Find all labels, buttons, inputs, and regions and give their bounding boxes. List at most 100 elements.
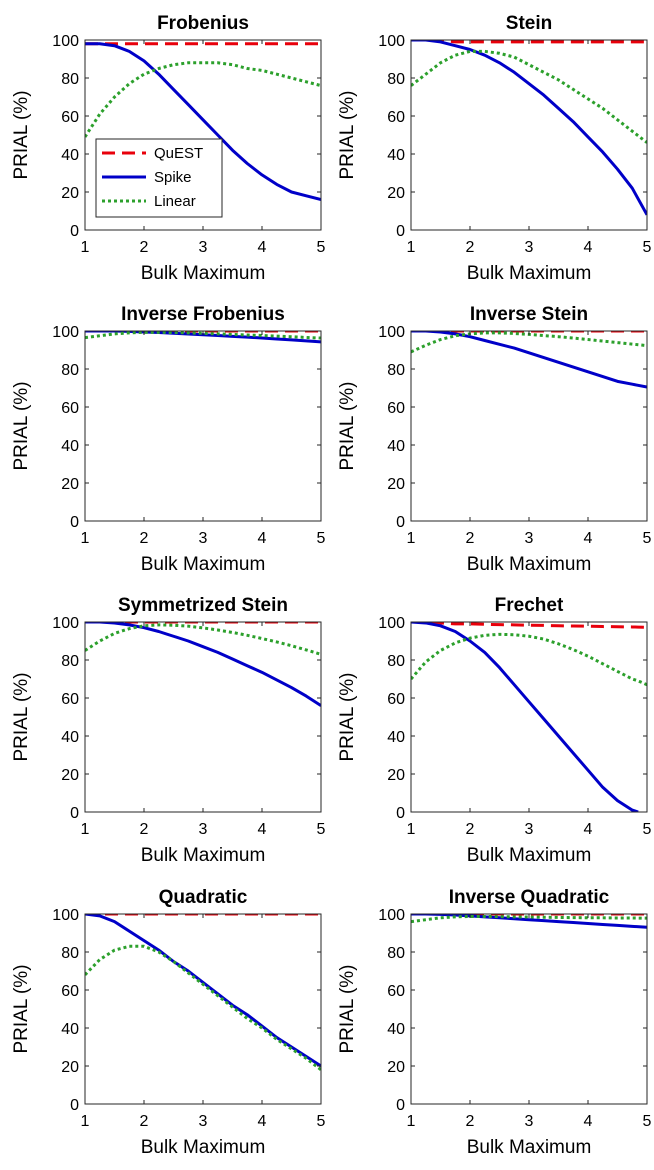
y-tick-label: 40 (387, 1021, 405, 1038)
y-tick-label: 40 (61, 438, 79, 455)
x-tick-label: 3 (199, 239, 208, 256)
y-tick-label: 20 (387, 1059, 405, 1076)
chart-title: Inverse Stein (470, 304, 588, 325)
x-axis-label: Bulk Maximum (467, 845, 592, 866)
y-tick-label: 100 (52, 33, 79, 50)
axes-box (84, 621, 322, 813)
chart-title: Inverse Frobenius (121, 304, 285, 325)
x-tick-label: 4 (584, 821, 593, 838)
x-tick-label: 3 (525, 1113, 534, 1130)
x-tick-label: 4 (258, 821, 267, 838)
series-line-quest (411, 622, 647, 629)
x-tick-label: 2 (466, 530, 475, 547)
legend-label-spike: Spike (154, 169, 192, 186)
x-tick-label: 2 (140, 1113, 149, 1130)
y-tick-label: 100 (378, 907, 405, 924)
y-tick-label: 20 (61, 476, 79, 493)
y-tick-label: 60 (61, 691, 79, 708)
x-tick-label: 1 (81, 1113, 90, 1130)
series-line-linear (411, 331, 647, 354)
y-tick-label: 40 (61, 1021, 79, 1038)
chart-title: Inverse Quadratic (449, 887, 610, 908)
x-tick-label: 2 (140, 239, 149, 256)
y-tick-label: 20 (387, 767, 405, 784)
x-tick-label: 5 (317, 821, 326, 838)
chart-title: Stein (506, 13, 552, 34)
chart-panel-7: 1 2 3 4 5 0 20 40 60 80 100 Inverse Quadratic Bulk M… (337, 887, 652, 1158)
y-tick-label: 60 (387, 691, 405, 708)
y-axis-label: PRIAL (%) (337, 964, 358, 1053)
y-tick-label: 0 (396, 805, 405, 822)
x-tick-label: 5 (317, 530, 326, 547)
series-line-spike (411, 331, 647, 389)
y-tick-label: 100 (52, 324, 79, 341)
y-tick-label: 100 (378, 33, 405, 50)
x-tick-label: 2 (466, 1113, 475, 1130)
x-tick-label: 1 (407, 1113, 416, 1130)
y-tick-label: 80 (387, 71, 405, 88)
y-tick-label: 60 (61, 983, 79, 1000)
x-tick-label: 2 (466, 239, 475, 256)
x-tick-label: 3 (525, 821, 534, 838)
y-tick-label: 20 (387, 476, 405, 493)
y-tick-label: 40 (387, 438, 405, 455)
axes-box (84, 913, 322, 1105)
chart-title: Quadratic (159, 887, 248, 908)
y-tick-label: 80 (61, 653, 79, 670)
y-axis-label: PRIAL (%) (11, 672, 32, 761)
series-line-spike (411, 622, 639, 812)
chart-title: Frobenius (157, 13, 249, 34)
x-axis-label: Bulk Maximum (141, 263, 266, 284)
x-tick-label: 2 (140, 530, 149, 547)
y-tick-label: 0 (70, 223, 79, 240)
x-tick-label: 4 (258, 1113, 267, 1130)
x-tick-label: 1 (81, 239, 90, 256)
y-tick-label: 40 (387, 147, 405, 164)
x-tick-label: 5 (317, 239, 326, 256)
x-tick-label: 1 (407, 821, 416, 838)
axes-box (410, 913, 648, 1105)
chart-panel-6: 1 2 3 4 5 0 20 40 60 80 100 Quadratic Bulk Maximum PR… (11, 887, 326, 1158)
y-tick-label: 100 (52, 907, 79, 924)
y-tick-label: 60 (387, 983, 405, 1000)
y-tick-label: 60 (61, 109, 79, 126)
series-line-linear (85, 61, 321, 138)
y-tick-label: 60 (61, 400, 79, 417)
legend-label-quest: QuEST (154, 145, 203, 162)
y-tick-label: 100 (378, 615, 405, 632)
x-axis-label: Bulk Maximum (141, 554, 266, 575)
x-tick-label: 2 (466, 821, 475, 838)
x-tick-label: 4 (584, 1113, 593, 1130)
chart-title: Symmetrized Stein (118, 595, 288, 616)
chart-panel-0: 1 2 3 4 5 0 20 40 60 80 100 Frobenius Bulk Maximum PR… (11, 13, 326, 284)
y-tick-label: 0 (70, 805, 79, 822)
x-axis-label: Bulk Maximum (467, 263, 592, 284)
chart-panel-5: 1 2 3 4 5 0 20 40 60 80 100 Frechet Bulk Maximum PRIA… (337, 595, 652, 866)
legend-label-linear: Linear (154, 193, 196, 210)
x-axis-label: Bulk Maximum (141, 1137, 266, 1158)
x-tick-label: 3 (199, 821, 208, 838)
y-tick-label: 0 (396, 223, 405, 240)
y-axis-label: PRIAL (%) (11, 90, 32, 179)
series-line-linear (85, 623, 321, 656)
y-tick-label: 0 (396, 1097, 405, 1114)
x-axis-label: Bulk Maximum (467, 1137, 592, 1158)
x-tick-label: 1 (407, 530, 416, 547)
x-tick-label: 1 (81, 821, 90, 838)
y-axis-label: PRIAL (%) (337, 672, 358, 761)
y-axis-label: PRIAL (%) (11, 381, 32, 470)
x-tick-label: 5 (643, 530, 652, 547)
y-tick-label: 20 (387, 185, 405, 202)
y-tick-label: 40 (61, 147, 79, 164)
x-tick-label: 1 (407, 239, 416, 256)
x-tick-label: 5 (643, 1113, 652, 1130)
x-tick-label: 3 (525, 530, 534, 547)
y-tick-label: 60 (387, 400, 405, 417)
series-line-spike (85, 42, 321, 202)
x-tick-label: 5 (643, 239, 652, 256)
y-tick-label: 40 (387, 729, 405, 746)
x-tick-label: 3 (525, 239, 534, 256)
y-tick-label: 60 (387, 109, 405, 126)
y-tick-label: 0 (70, 1097, 79, 1114)
